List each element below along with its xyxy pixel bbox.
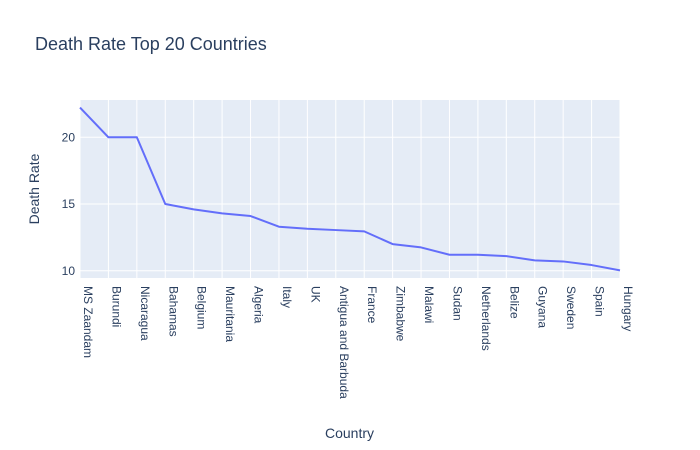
x-tick-label: Nicaragua <box>138 286 152 341</box>
x-tick-label: Belize <box>507 286 521 319</box>
x-axis-ticks: MS Zaandam Burundi Nicaragua Bahamas Belgium… <box>81 286 635 399</box>
x-tick-label: Burundi <box>109 286 123 327</box>
death-rate-series-line <box>79 106 621 272</box>
x-tick-label: Sudan <box>450 286 464 321</box>
x-tick-label: MS Zaandam <box>81 286 95 358</box>
data-point[interactable] <box>105 134 111 140</box>
data-point[interactable] <box>134 134 140 140</box>
data-point[interactable] <box>276 224 282 230</box>
chart-title: Death Rate Top 20 Countries <box>35 34 267 54</box>
data-point[interactable] <box>219 210 225 216</box>
x-tick-label: Bahamas <box>166 286 180 337</box>
x-tick-label: Antigua and Barbuda <box>337 286 351 399</box>
grid-lines <box>79 100 621 278</box>
x-tick-label: Italy <box>280 286 294 308</box>
data-point[interactable] <box>617 267 623 273</box>
x-tick-label: Hungary <box>621 286 635 331</box>
data-point[interactable] <box>361 228 367 234</box>
x-tick-label: Zimbabwe <box>394 286 408 342</box>
data-point[interactable] <box>191 206 197 212</box>
x-tick-label: Algeria <box>252 286 266 324</box>
y-tick-label: 20 <box>62 130 76 144</box>
x-tick-label: Malawi <box>422 286 436 323</box>
y-axis-ticks: 10 15 20 <box>62 130 76 278</box>
x-tick-label: Mauritania <box>223 286 237 342</box>
data-point[interactable] <box>418 244 424 250</box>
data-point[interactable] <box>475 252 481 258</box>
data-point[interactable] <box>589 262 595 268</box>
x-axis-title: Country <box>325 425 374 441</box>
data-point[interactable] <box>446 252 452 258</box>
data-point[interactable] <box>503 253 509 259</box>
y-axis-title: Death Rate <box>26 153 42 224</box>
x-tick-label: France <box>365 286 379 324</box>
series-layer <box>77 105 623 273</box>
data-point[interactable] <box>390 241 396 247</box>
data-point[interactable] <box>77 105 83 111</box>
data-point[interactable] <box>532 257 538 263</box>
data-point[interactable] <box>248 213 254 219</box>
y-tick-label: 15 <box>62 197 76 211</box>
data-point[interactable] <box>333 227 339 233</box>
x-tick-label: Belgium <box>195 286 209 329</box>
data-point[interactable] <box>162 201 168 207</box>
plot-area <box>80 100 620 278</box>
x-tick-label: Guyana <box>536 286 550 328</box>
data-point[interactable] <box>304 226 310 232</box>
x-tick-label: Sweden <box>564 286 578 329</box>
y-tick-label: 10 <box>62 264 76 278</box>
x-tick-label: UK <box>308 286 322 303</box>
x-tick-label: Spain <box>593 286 607 317</box>
data-point[interactable] <box>560 258 566 264</box>
x-tick-label: Netherlands <box>479 286 493 351</box>
